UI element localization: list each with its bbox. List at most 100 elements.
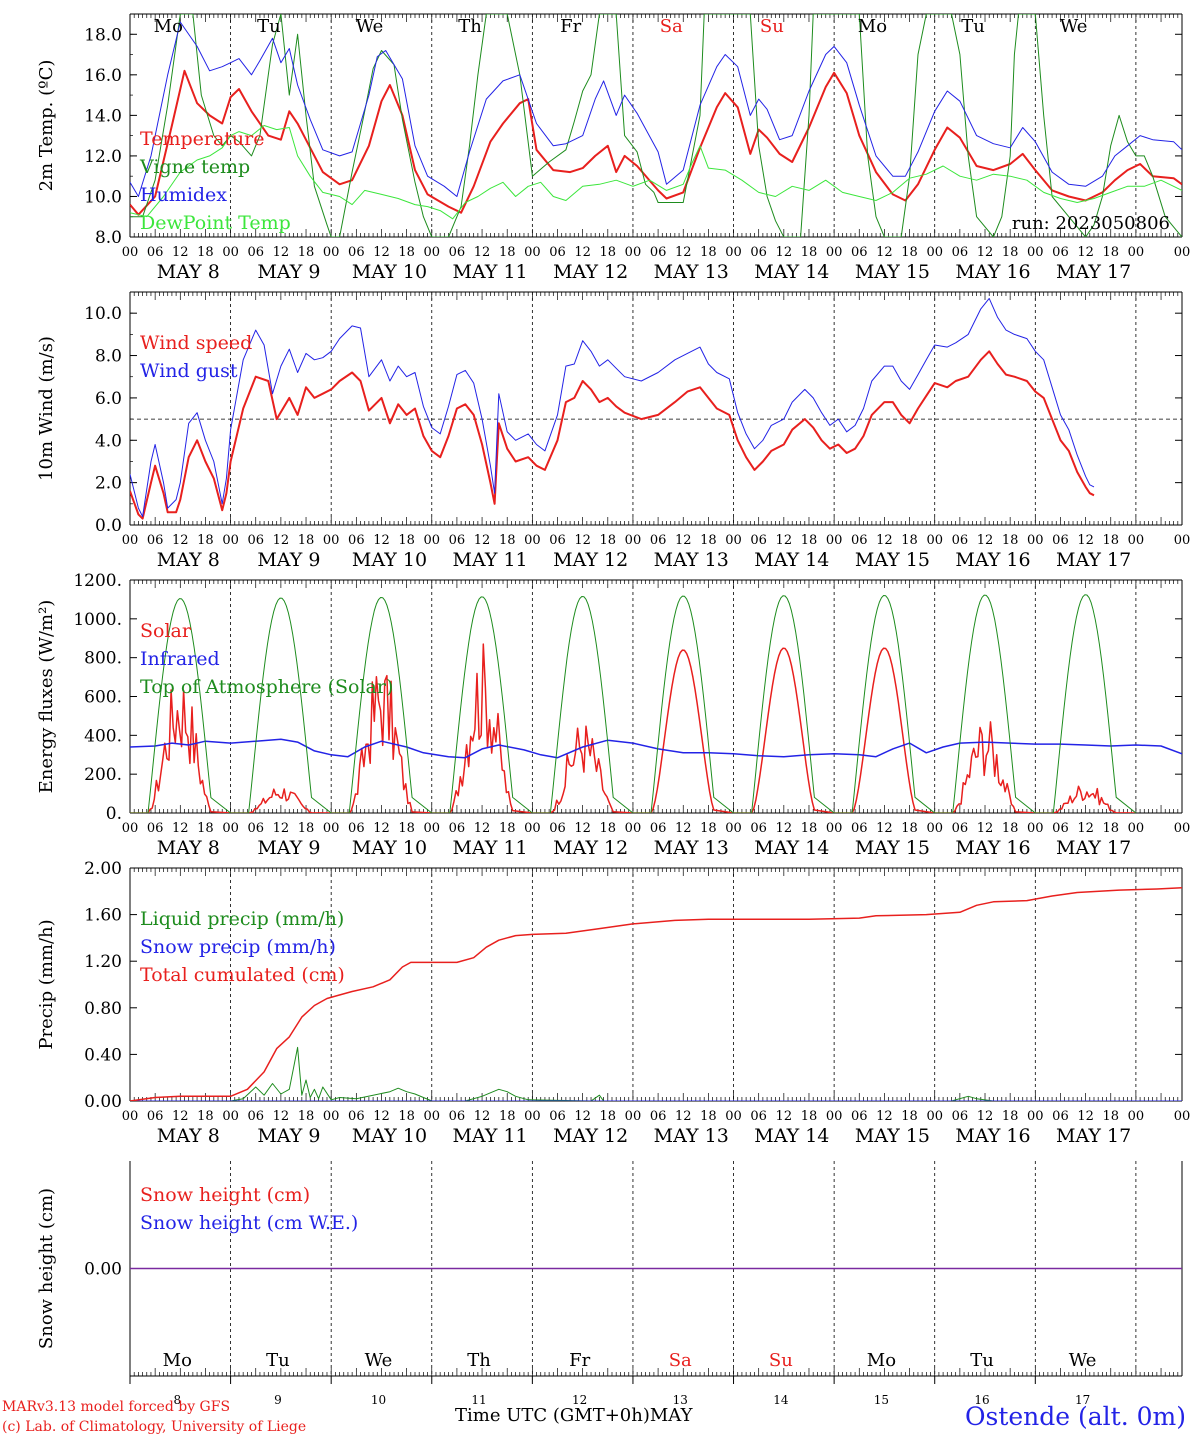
hour-tick-label: 06 xyxy=(1052,1109,1069,1124)
day-of-week-label: Tu xyxy=(266,1350,290,1371)
day-number-label: 8 xyxy=(173,1393,181,1407)
hour-tick-label: 18 xyxy=(600,821,617,836)
hour-tick-label: 06 xyxy=(348,1109,365,1124)
hour-tick-label: 18 xyxy=(801,821,818,836)
date-label: MAY 8 xyxy=(157,837,220,859)
energy-plot-area xyxy=(130,594,1182,813)
hour-tick-label: 06 xyxy=(147,1109,164,1124)
hour-tick-label: 00 xyxy=(524,245,541,260)
series-line-solar xyxy=(130,643,1136,813)
y-tick-label: 400. xyxy=(84,726,122,746)
date-label: MAY 13 xyxy=(654,1125,729,1147)
series-line-liquid-precip-mm-h xyxy=(130,1046,1182,1101)
y-tick-label: 2.00 xyxy=(84,859,122,879)
hour-tick-label: 12 xyxy=(1077,821,1094,836)
date-label: MAY 14 xyxy=(754,549,829,571)
hour-tick-label: 00 xyxy=(524,1109,541,1124)
y-tick-label: 1.20 xyxy=(84,952,122,972)
hour-tick-label: 18 xyxy=(499,1109,516,1124)
y-tick-label: 1.60 xyxy=(84,906,122,926)
hour-tick-label: 18 xyxy=(197,821,214,836)
hour-tick-label: 00 xyxy=(423,821,440,836)
hour-tick-label: 00 xyxy=(725,1109,742,1124)
hour-tick-label: 18 xyxy=(298,245,315,260)
hour-tick-label: 18 xyxy=(499,533,516,548)
y-tick-label: 0.80 xyxy=(84,999,122,1019)
hour-tick-label: 12 xyxy=(474,821,491,836)
hour-tick-label: 06 xyxy=(247,1109,264,1124)
y-tick-label: 600. xyxy=(84,688,122,708)
hour-tick-label: 00 xyxy=(222,1109,239,1124)
hour-tick-label: 06 xyxy=(449,533,466,548)
hour-tick-label: 12 xyxy=(172,533,189,548)
day-of-week-label: Mo xyxy=(154,16,183,37)
hour-tick-label: 12 xyxy=(776,245,793,260)
hour-tick-label: 00 xyxy=(524,533,541,548)
day-of-week-label: Tu xyxy=(257,16,281,37)
hour-tick-label: 12 xyxy=(977,533,994,548)
hour-tick-label: 00 xyxy=(222,821,239,836)
hour-tick-label: 00 xyxy=(926,821,943,836)
date-label: MAY 10 xyxy=(352,837,427,859)
hour-tick-label: 00 xyxy=(826,245,843,260)
hour-tick-label: 00 xyxy=(625,245,642,260)
hour-tick-label: 00 xyxy=(1174,245,1191,260)
hour-tick-label: 06 xyxy=(750,1109,767,1124)
day-number-label: 11 xyxy=(471,1393,486,1407)
hour-tick-label: 18 xyxy=(901,533,918,548)
hour-tick-label: 06 xyxy=(952,821,969,836)
hour-tick-label: 00 xyxy=(625,533,642,548)
day-number-label: 9 xyxy=(274,1393,282,1407)
y-tick-label: 0. xyxy=(106,804,122,824)
hour-tick-label: 06 xyxy=(1052,533,1069,548)
hour-tick-label: 18 xyxy=(1102,245,1119,260)
snow-panel: 0.00 Snow height (cm) Snow height (cm) Snow… xyxy=(36,1161,1183,1407)
date-label: MAY 14 xyxy=(754,261,829,283)
hour-tick-label: 00 xyxy=(1128,245,1145,260)
hour-tick-label: 12 xyxy=(1077,245,1094,260)
hour-tick-label: 00 xyxy=(423,245,440,260)
hour-tick-label: 12 xyxy=(876,245,893,260)
y-tick-label: 12.0 xyxy=(84,147,122,167)
date-label: MAY 12 xyxy=(553,1125,628,1147)
hour-tick-label: 06 xyxy=(650,533,667,548)
day-number-label: 16 xyxy=(974,1393,989,1407)
hour-tick-label: 18 xyxy=(1002,533,1019,548)
date-label: MAY 16 xyxy=(955,261,1030,283)
hour-tick-label: 06 xyxy=(147,821,164,836)
date-label: MAY 16 xyxy=(955,837,1030,859)
y-tick-label: 0.40 xyxy=(84,1045,122,1065)
date-label: MAY 13 xyxy=(654,549,729,571)
hour-tick-label: 06 xyxy=(549,533,566,548)
hour-tick-label: 00 xyxy=(1174,1109,1191,1124)
run-annotation: run: 2023050806 xyxy=(1012,213,1170,234)
y-tick-label: 8.0 xyxy=(95,228,122,248)
y-tick-label: 8.0 xyxy=(95,347,122,367)
hour-tick-label: 06 xyxy=(348,533,365,548)
hour-tick-label: 00 xyxy=(725,245,742,260)
date-label: MAY 10 xyxy=(352,1125,427,1147)
hour-tick-label: 00 xyxy=(423,1109,440,1124)
hour-tick-label: 06 xyxy=(449,245,466,260)
hour-tick-label: 12 xyxy=(273,533,290,548)
hour-tick-label: 18 xyxy=(398,1109,415,1124)
hour-tick-label: 06 xyxy=(750,821,767,836)
time-utc-label: Time UTC (GMT+0h) xyxy=(455,1405,650,1426)
date-label: MAY 15 xyxy=(855,549,930,571)
hour-tick-label: 00 xyxy=(1027,821,1044,836)
legend-entry: Humidex xyxy=(140,184,227,206)
hour-tick-label: 12 xyxy=(675,245,692,260)
hour-tick-label: 00 xyxy=(1128,533,1145,548)
hour-tick-label: 06 xyxy=(650,821,667,836)
day-number-label: 14 xyxy=(773,1393,789,1407)
date-label: MAY 17 xyxy=(1056,549,1131,571)
date-label: MAY 11 xyxy=(452,549,527,571)
y-tick-label: 14.0 xyxy=(84,106,122,126)
hour-tick-label: 18 xyxy=(1102,533,1119,548)
hour-tick-label: 06 xyxy=(549,821,566,836)
date-label: MAY 9 xyxy=(257,837,320,859)
hour-tick-label: 06 xyxy=(549,245,566,260)
station-name: Ostende (alt. 0m) xyxy=(965,1402,1186,1431)
y-tick-label: 6.0 xyxy=(95,389,122,409)
